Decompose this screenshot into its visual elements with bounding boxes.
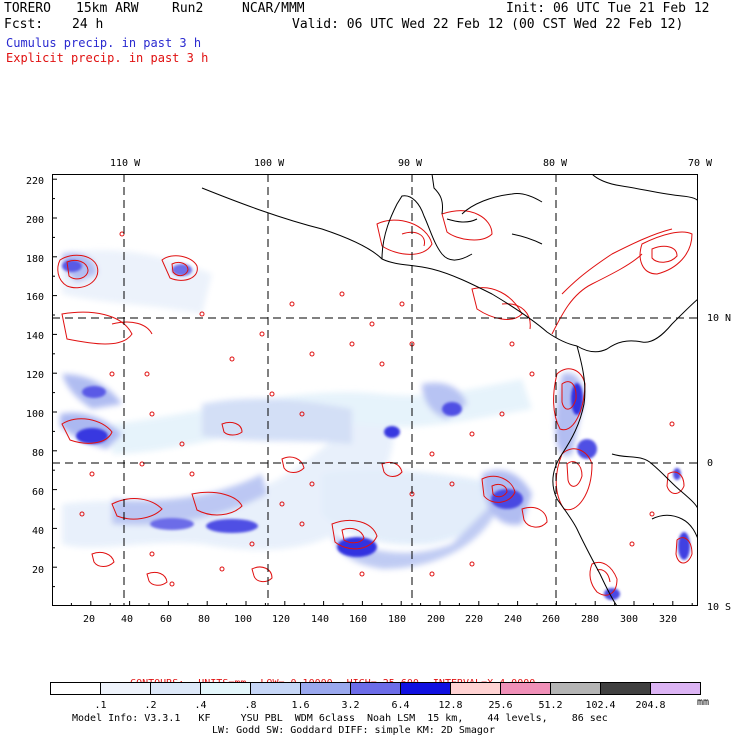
grid-y-label: 200	[26, 215, 45, 226]
physics-info-line: LW: Godd SW: Goddard DIFF: simple KM: 2D…	[212, 725, 495, 736]
cumulus-field-label: Cumulus precip. in past 3 h	[6, 36, 202, 50]
colorbar-swatch	[650, 682, 701, 695]
grid-x-label: 100	[234, 614, 253, 625]
colorbar-tick-label: .8	[244, 700, 256, 711]
colorbar-swatch	[450, 682, 501, 695]
colorbar-swatch	[300, 682, 351, 695]
precip-colorbar: .1 .2 .4 .8 1.6 3.2 6.4 12.8 25.6 51.2 102.4 204.8	[50, 682, 701, 711]
colorbar-tick-label: 204.8	[635, 700, 665, 711]
colorbar-swatch	[550, 682, 601, 695]
colorbar-tick-label: 51.2	[538, 700, 562, 711]
grid-x-label: 280	[581, 614, 600, 625]
colorbar-tick-label: 3.2	[341, 700, 359, 711]
grid-x-label: 80	[198, 614, 211, 625]
model-run: Run2	[172, 1, 204, 16]
colorbar-swatch	[200, 682, 251, 695]
lon-label-110w: 110 W	[110, 158, 141, 169]
colorbar-tick-label: .1	[94, 700, 106, 711]
grid-y-label: 60	[32, 487, 45, 498]
grid-x-label: 260	[542, 614, 561, 625]
model-name: TORERO	[4, 1, 51, 16]
colorbar-tick-label: 1.6	[291, 700, 309, 711]
grid-x-label: 300	[620, 614, 639, 625]
colorbar-unit: mm	[697, 697, 710, 708]
lon-label-80w: 80 W	[543, 158, 568, 169]
colorbar-tick-label: 6.4	[391, 700, 409, 711]
grid-x-label: 200	[427, 614, 446, 625]
model-resolution: 15km ARW	[76, 1, 139, 16]
grid-x-label: 120	[272, 614, 291, 625]
explicit-precip-speckles	[79, 231, 675, 587]
model-org: NCAR/MMM	[242, 1, 305, 16]
lon-label-90w: 90 W	[398, 158, 423, 169]
map-frame	[52, 174, 698, 606]
latlon-grid	[52, 174, 698, 606]
colorbar-tick-label: .2	[144, 700, 156, 711]
colorbar-swatch	[350, 682, 401, 695]
grid-x-label: 180	[388, 614, 407, 625]
lat-label-0: 0	[707, 458, 714, 469]
colorbar-swatch	[600, 682, 651, 695]
valid-time: Valid: 06 UTC Wed 22 Feb 12 (00 CST Wed …	[292, 17, 684, 32]
grid-y-label: 80	[32, 448, 45, 459]
grid-x-label: 40	[121, 614, 134, 625]
grid-y-label: 180	[26, 254, 45, 265]
colorbar-tick-label: 102.4	[585, 700, 615, 711]
colorbar-tick-label: .4	[194, 700, 206, 711]
forecast-label: Fcst:	[4, 17, 44, 32]
precipitation-map	[52, 174, 698, 606]
grid-y-label: 140	[26, 331, 45, 342]
explicit-field-label: Explicit precip. in past 3 h	[6, 51, 209, 65]
grid-y-label: 160	[26, 292, 45, 303]
colorbar-swatch	[400, 682, 451, 695]
colorbar-swatch	[250, 682, 301, 695]
cumulus-precip-cores	[62, 260, 690, 600]
grid-y-label: 40	[32, 526, 45, 537]
lon-label-100w: 100 W	[254, 158, 285, 169]
grid-x-label: 20	[83, 614, 96, 625]
lon-label-70w: 70 W	[688, 158, 713, 169]
model-info-line: Model Info: V3.3.1 KF YSU PBL WDM 6class…	[72, 713, 608, 724]
cumulus-precip-shading	[60, 250, 584, 569]
grid-y-label: 120	[26, 370, 45, 381]
lat-label-10s: 10 S	[707, 602, 732, 613]
colorbar-tick-label: 12.8	[438, 700, 462, 711]
colorbar-tick-label: 25.6	[488, 700, 512, 711]
colorbar-swatch	[50, 682, 101, 695]
grid-y-label: 220	[26, 176, 45, 187]
init-time: Init: 06 UTC Tue 21 Feb 12	[506, 1, 710, 16]
grid-x-label: 220	[465, 614, 484, 625]
grid-x-label: 140	[311, 614, 330, 625]
grid-x-label: 160	[349, 614, 368, 625]
colorbar-swatch	[500, 682, 551, 695]
lat-label-10n: 10 N	[707, 313, 732, 324]
colorbar-swatch	[150, 682, 201, 695]
coastlines	[201, 174, 698, 606]
colorbar-swatch	[100, 682, 151, 695]
explicit-precip-contours	[57, 210, 693, 596]
grid-x-label: 60	[160, 614, 173, 625]
grid-y-label: 100	[26, 409, 45, 420]
forecast-hour: 24 h	[72, 17, 104, 32]
grid-x-label: 240	[504, 614, 523, 625]
grid-y-label: 20	[32, 565, 45, 576]
grid-x-label: 320	[659, 614, 678, 625]
